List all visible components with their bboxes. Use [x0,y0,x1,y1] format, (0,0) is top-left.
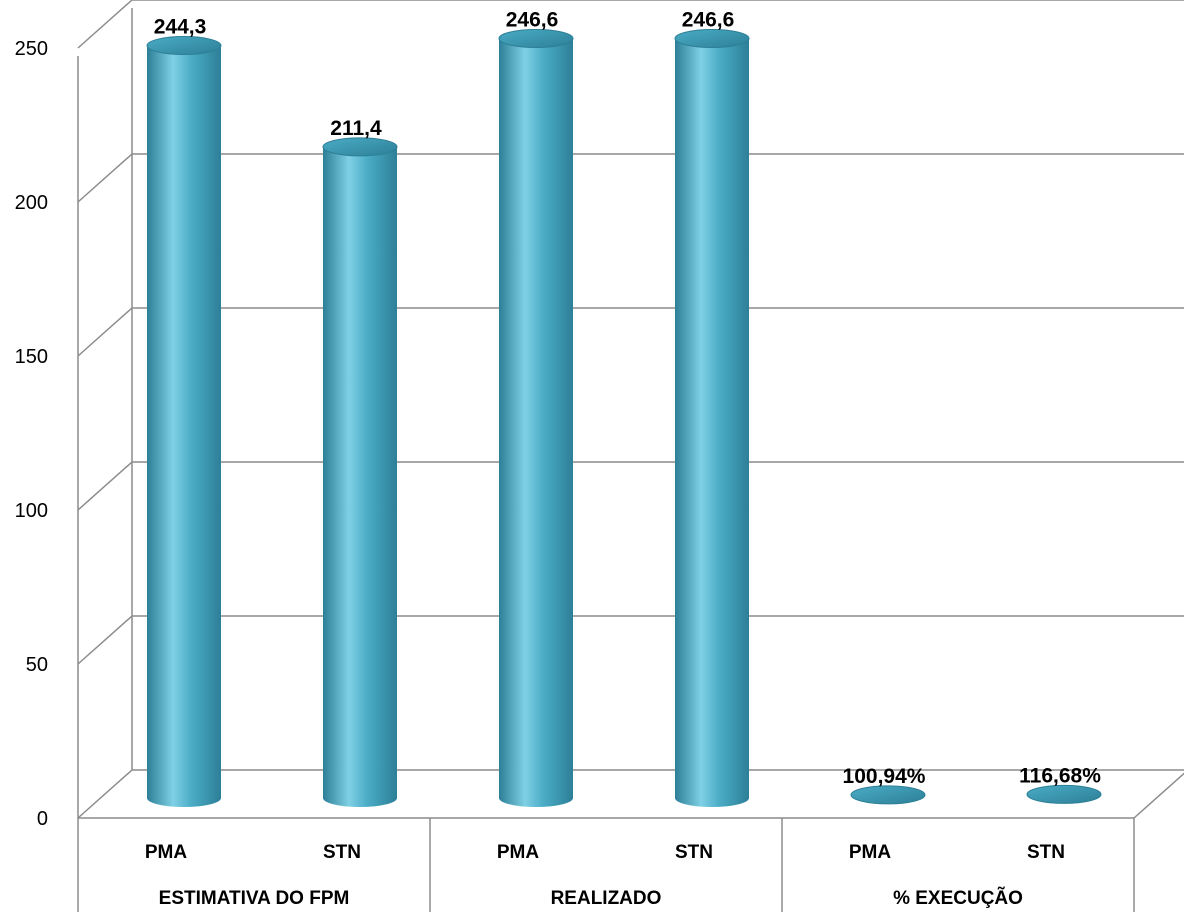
y-tick-label: 50 [26,654,48,676]
bar-top [850,785,926,805]
data-label: 246,6 [682,8,735,31]
bar-cylinder [146,36,222,807]
gridline-diagonal [77,0,133,49]
group-label: REALIZADO [551,888,662,909]
floor-right-edge [1133,772,1184,819]
bar-body [499,38,573,808]
bar-top [1026,784,1102,804]
bar-cylinder [322,137,398,807]
category-label: STN [323,842,361,863]
gridline-diagonal [77,307,133,357]
gridline-diagonal [77,461,133,511]
y-tick-label: 100 [15,500,48,522]
gridline-diagonal [77,769,133,819]
bar-top [322,137,398,157]
data-label: 211,4 [330,117,382,140]
bar-top [146,36,222,56]
bar-cylinder [498,28,574,808]
data-label: 116,68% [1019,764,1101,787]
bar-cylinder [1026,784,1102,804]
y-tick-label: 200 [15,192,48,214]
bar-top [674,28,750,48]
category-label: STN [675,842,713,863]
category-label: PMA [497,842,540,863]
data-label: 100,94% [843,765,926,788]
data-label: 246,6 [506,8,559,31]
category-label: PMA [145,842,188,863]
bar-cylinder [850,785,926,805]
group-label: % EXECUÇÃO [893,887,1023,909]
bar-body [675,38,749,808]
gridline-diagonal [77,615,133,665]
category-label: PMA [849,842,892,863]
bar-top [498,28,574,48]
bar-body [323,146,397,807]
gridline-diagonal [77,153,133,203]
y-tick-label: 0 [37,808,48,830]
data-label: 244,3 [154,16,207,39]
y-tick-label: 150 [15,346,48,368]
group-label: ESTIMATIVA DO FPM [159,888,350,909]
category-label: STN [1027,842,1065,863]
bar-body [147,45,221,807]
bar-cylinder [674,28,750,808]
y-tick-label: 250 [15,38,48,60]
